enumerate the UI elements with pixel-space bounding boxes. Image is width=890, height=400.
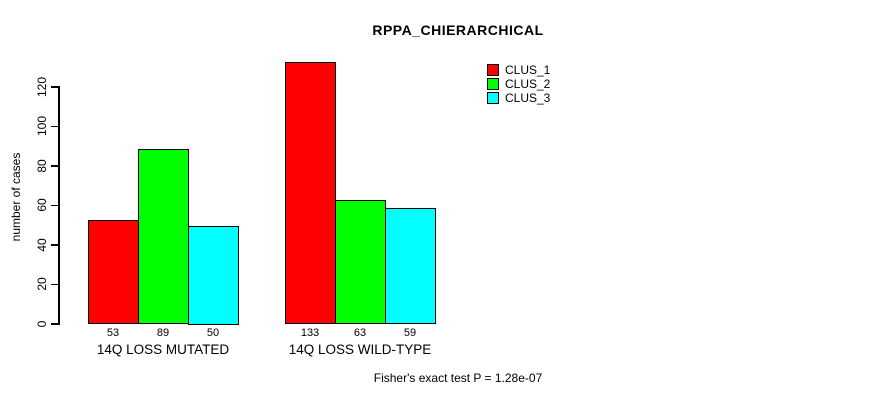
y-axis-label: number of cases [9,152,23,242]
chart-title: RPPA_CHIERARCHICAL [372,22,544,38]
bar-clus_3-group1 [188,225,239,325]
bar-value-label: 133 [300,327,320,339]
y-tick-mark [51,165,58,167]
legend-label: CLUS_3 [505,91,551,105]
legend-swatch-icon [487,78,499,90]
legend-swatch-icon [487,92,499,104]
bar-clus_1-group2 [285,61,336,325]
bar-clus_1-group1 [88,219,139,325]
y-tick-mark [51,86,58,88]
y-tick-mark [51,204,58,206]
y-tick-label: 80 [35,158,49,173]
bar-clus_2-group2 [335,200,386,325]
bar-value-label: 50 [206,327,220,339]
legend-label: CLUS_2 [505,77,551,91]
y-tick-label: 0 [35,320,49,327]
category-label: 14Q LOSS MUTATED [96,342,230,357]
legend: CLUS_1 CLUS_2 CLUS_3 [487,63,550,105]
y-tick-mark [51,283,58,285]
category-label: 14Q LOSS WILD-TYPE [288,342,432,357]
bar-value-label: 53 [106,327,120,339]
y-tick-label: 40 [35,237,49,252]
y-axis-line [58,86,60,325]
legend-item-clus_2: CLUS_2 [487,77,550,91]
y-tick-label: 60 [35,198,49,212]
y-tick-mark [51,125,58,127]
bar-value-label: 89 [156,327,170,339]
y-tick-label: 100 [35,115,49,137]
bar-value-label: 63 [353,327,367,339]
fisher-test-annotation: Fisher's exact test P = 1.28e-07 [373,371,543,385]
y-tick-mark [51,244,58,246]
bar-clus_2-group1 [138,148,189,325]
legend-item-clus_1: CLUS_1 [487,63,550,77]
bar-value-label: 59 [403,327,417,339]
legend-item-clus_3: CLUS_3 [487,91,550,105]
y-tick-label: 20 [35,277,49,291]
bar-clus_3-group2 [385,207,436,325]
y-tick-label: 120 [35,76,49,97]
legend-label: CLUS_1 [505,63,551,77]
legend-swatch-icon [487,64,499,76]
y-tick-mark [51,323,58,325]
